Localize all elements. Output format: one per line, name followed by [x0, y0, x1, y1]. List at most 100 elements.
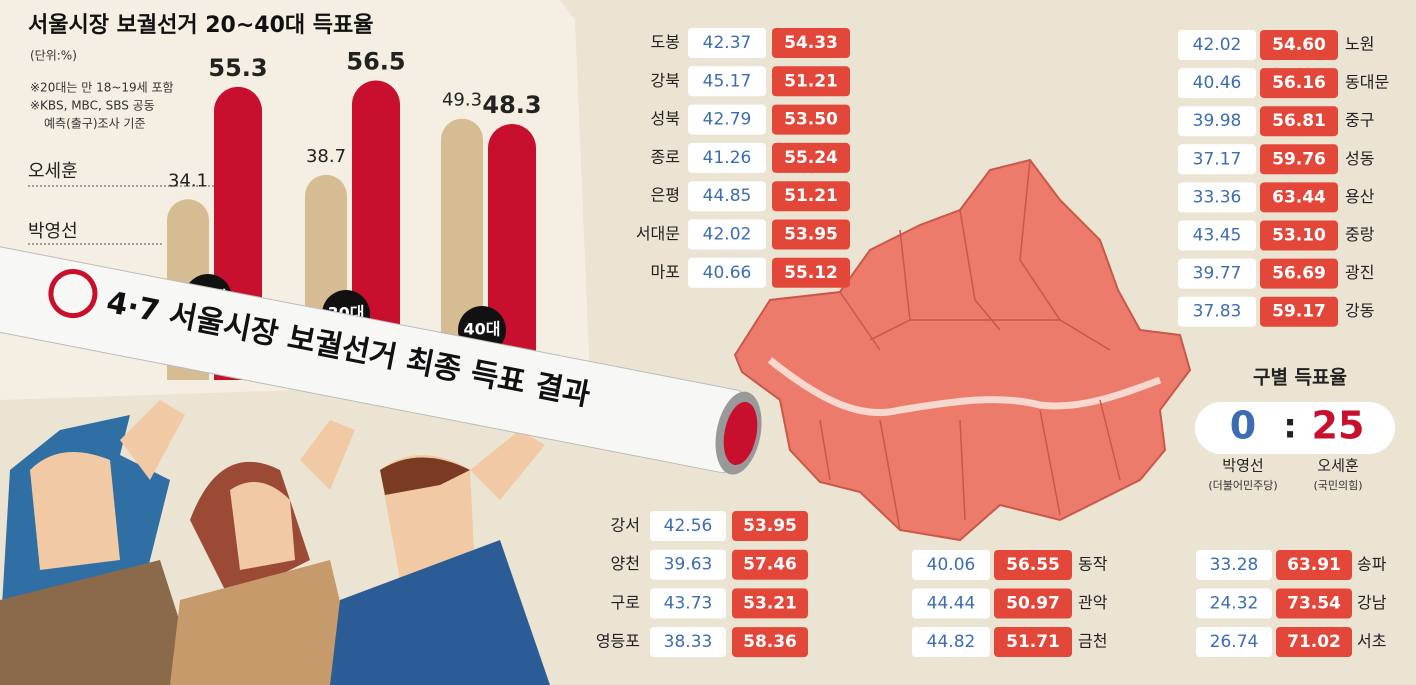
red-box	[772, 181, 850, 212]
district-name: 성동	[1345, 149, 1374, 168]
stamp	[723, 401, 758, 466]
red-box	[1260, 144, 1338, 175]
blue-box	[650, 549, 726, 580]
park-value: 39.98	[1193, 111, 1242, 131]
oh-value: 63.91	[1287, 555, 1341, 575]
district-name: 구로	[611, 593, 640, 612]
red-box	[772, 257, 850, 288]
park-value: 42.37	[703, 33, 752, 53]
park-value: 44.82	[927, 632, 976, 652]
oh-party: (국민의힘)	[1313, 479, 1362, 492]
note: ※KBS, MBC, SBS 공동	[30, 99, 155, 113]
oh-name: 오세훈	[1317, 457, 1358, 475]
legend-label: 박영선	[28, 221, 78, 242]
district-name: 관악	[1078, 593, 1108, 612]
district-name: 양천	[611, 554, 640, 573]
district-name: 노원	[1345, 35, 1374, 54]
district-name: 서초	[1357, 632, 1386, 651]
oh-value: 71.02	[1287, 632, 1341, 652]
park-party: (더불어민주당)	[1208, 479, 1277, 492]
red-box	[732, 549, 808, 580]
blue-box	[1178, 220, 1256, 251]
park-value: 45.17	[703, 71, 752, 91]
park-value: 37.17	[1193, 149, 1242, 169]
red-box	[1260, 68, 1338, 99]
district-name: 영등포	[596, 632, 640, 651]
blue-box	[1178, 106, 1256, 137]
blue-box	[688, 219, 766, 250]
unit: (단위:%)	[30, 49, 77, 63]
oh-value: 56.69	[1272, 264, 1326, 284]
red-box	[732, 627, 808, 658]
value-label: 55.3	[208, 54, 267, 82]
district-name: 강동	[1345, 301, 1374, 320]
park-value: 33.36	[1193, 187, 1242, 207]
separator: :	[1283, 407, 1297, 447]
district-name: 용산	[1345, 187, 1375, 206]
red-box	[772, 66, 850, 97]
park-value: 33.28	[1210, 555, 1259, 575]
red-box	[1260, 106, 1338, 137]
note: ※20대는 만 18~19세 포함	[30, 81, 174, 95]
district-name: 종로	[651, 147, 680, 166]
park-value: 44.85	[703, 186, 752, 206]
oh-value: 50.97	[1006, 594, 1060, 614]
district-borders	[819, 159, 1121, 531]
blue-box	[650, 511, 726, 541]
chart-title: 서울시장 보궐선거 20~40대 득표율	[28, 13, 374, 38]
ballot-icon	[48, 269, 98, 319]
red-box	[1260, 258, 1338, 289]
red-box	[732, 511, 808, 541]
park-value: 44.44	[927, 594, 976, 614]
oh-count: 25	[1312, 404, 1365, 448]
oh-value: 54.60	[1272, 35, 1326, 55]
district-name: 동작	[1078, 555, 1108, 574]
blue-box	[650, 627, 726, 658]
blue-box	[1178, 68, 1256, 99]
district-name: 동대문	[1345, 73, 1389, 92]
park-value: 38.33	[664, 632, 713, 652]
park-value: 37.83	[1193, 302, 1242, 322]
red-box	[994, 550, 1072, 580]
red-box	[732, 588, 808, 619]
blue-box	[1178, 182, 1256, 213]
oh-value: 59.76	[1272, 149, 1326, 169]
red-box	[994, 588, 1072, 619]
park-value: 40.06	[927, 555, 976, 575]
illustration	[0, 400, 550, 685]
oh-value: 56.16	[1272, 73, 1326, 93]
oh-value: 53.95	[784, 225, 838, 245]
red-box	[1260, 220, 1338, 251]
district-name: 강서	[611, 516, 640, 535]
park-value: 42.02	[1193, 35, 1242, 55]
red-box	[1276, 588, 1352, 619]
park-count: 0	[1230, 404, 1256, 448]
oh-value: 53.50	[784, 110, 838, 130]
district-name: 금천	[1078, 632, 1107, 651]
park-value: 42.02	[703, 225, 752, 245]
value-label: 34.1	[168, 170, 208, 191]
red-box	[772, 104, 850, 135]
summary-box	[1195, 402, 1395, 454]
blue-box	[1178, 258, 1256, 289]
seoul-map	[733, 158, 1192, 542]
red-box	[1276, 627, 1352, 657]
oh-value: 53.95	[743, 516, 797, 536]
red-box	[772, 28, 850, 58]
blue-box	[912, 550, 990, 580]
park-value: 26.74	[1210, 632, 1259, 652]
park-value: 39.63	[664, 555, 713, 575]
blue-box	[1196, 550, 1272, 580]
district-name: 마포	[651, 262, 680, 281]
han-river	[767, 357, 1162, 417]
district-name: 은평	[651, 186, 680, 205]
oh-value: 53.21	[743, 593, 797, 613]
blue-box	[1178, 30, 1256, 60]
park-value: 39.77	[1193, 264, 1242, 284]
district-name: 도봉	[651, 33, 680, 52]
park-value: 42.79	[703, 110, 752, 130]
red-box	[772, 142, 850, 173]
park-value: 40.66	[703, 263, 752, 283]
park-value: 40.46	[1193, 73, 1242, 93]
